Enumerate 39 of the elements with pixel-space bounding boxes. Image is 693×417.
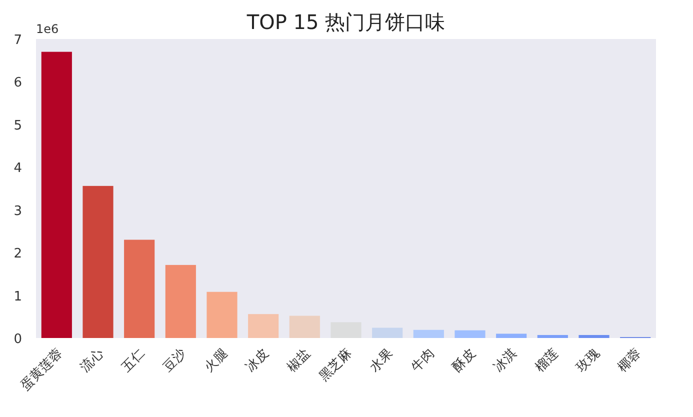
bar <box>578 335 610 338</box>
x-tick-label: 牛肉 <box>408 346 438 376</box>
bar <box>496 334 527 338</box>
x-tick-label: 五仁 <box>119 346 148 376</box>
y-tick-label: 1 <box>14 289 22 304</box>
bar <box>165 264 196 338</box>
bar <box>372 328 403 338</box>
y-tick-label: 5 <box>14 118 22 134</box>
bar <box>248 314 279 338</box>
chart-title: TOP 15 热门月饼口味 <box>246 10 446 34</box>
x-tick-label: 黑芝麻 <box>316 346 355 384</box>
x-tick-label: 冰淇 <box>491 346 520 376</box>
bar <box>537 335 568 338</box>
x-tick-label: 酥皮 <box>450 346 479 376</box>
bar <box>413 330 444 338</box>
bar <box>82 186 114 338</box>
y-tick-label: 0 <box>14 332 22 347</box>
x-tick-label: 椒盐 <box>284 346 314 376</box>
bar <box>289 316 320 338</box>
x-tick-label: 豆沙 <box>160 346 190 376</box>
x-tick-label: 椰蓉 <box>615 346 644 376</box>
x-tick-label: 玫瑰 <box>574 346 603 376</box>
bar <box>330 322 362 338</box>
y-tick-label: 2 <box>14 246 22 262</box>
x-tick-label: 蛋黄莲蓉 <box>18 346 66 394</box>
y-tick-label: 3 <box>14 204 22 219</box>
bar <box>124 240 155 338</box>
x-tick-label: 水果 <box>367 346 396 376</box>
x-tick-label: 冰皮 <box>243 346 272 376</box>
text: 1e6 <box>36 22 59 36</box>
x-tick-label: 流心 <box>77 346 107 376</box>
y-tick-label: 6 <box>14 76 22 91</box>
y-tick-label: 7 <box>14 33 22 48</box>
x-tick-label: 榴莲 <box>532 346 562 376</box>
bar <box>206 292 238 338</box>
y-tick-label: 4 <box>14 161 22 176</box>
x-tick-label: 火腿 <box>202 346 231 376</box>
bar <box>41 52 72 338</box>
bar <box>454 330 486 338</box>
